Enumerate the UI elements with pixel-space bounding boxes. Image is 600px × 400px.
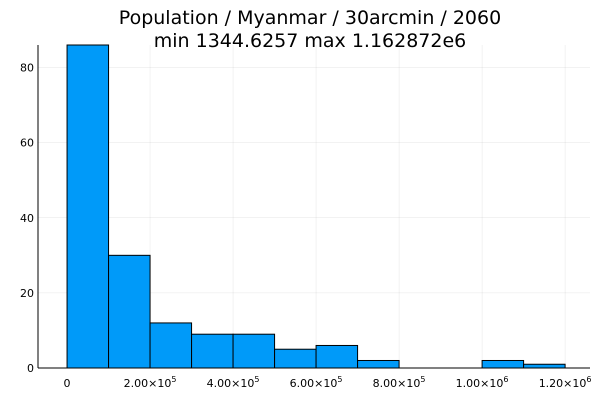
y-tick-label: 80 (20, 62, 34, 75)
histogram-bar (66, 44, 110, 369)
histogram-bar (232, 333, 276, 369)
x-tick-label: 1.20×106 (539, 375, 592, 390)
x-tick-label: 6.00×105 (290, 375, 343, 390)
histogram-bar (108, 254, 151, 369)
x-tick-label: 2.00×105 (124, 375, 177, 390)
y-tick-label: 0 (27, 362, 34, 375)
chart-subtitle: min 1344.6257 max 1.162872e6 (154, 30, 467, 52)
x-tick-labels: 0 2.00×105 4.00×105 6.00×105 8.00×105 1.00×10… (64, 375, 592, 390)
y-tick-labels: 0 20 40 60 80 (20, 62, 34, 375)
y-tick-label: 60 (20, 137, 34, 150)
x-tick-label: 4.00×105 (207, 375, 260, 390)
x-tick-label: 0 (64, 377, 71, 390)
histogram-bar (149, 322, 193, 369)
y-tick-label: 40 (20, 212, 34, 225)
chart-title: Population / Myanmar / 30arcmin / 2060 (119, 7, 501, 29)
y-tick-label: 20 (20, 287, 34, 300)
histogram-bar (191, 333, 234, 369)
histogram-bar (523, 363, 566, 369)
histogram-bar (481, 359, 525, 369)
x-tick-label: 8.00×105 (373, 375, 426, 390)
histogram-bar (357, 359, 400, 369)
grid-lines (38, 45, 590, 369)
histogram-bar (315, 344, 359, 369)
histogram-bar (274, 348, 317, 369)
axes (37, 45, 590, 369)
x-tick-label: 1.00×106 (456, 375, 509, 390)
histogram-bars (66, 44, 566, 369)
